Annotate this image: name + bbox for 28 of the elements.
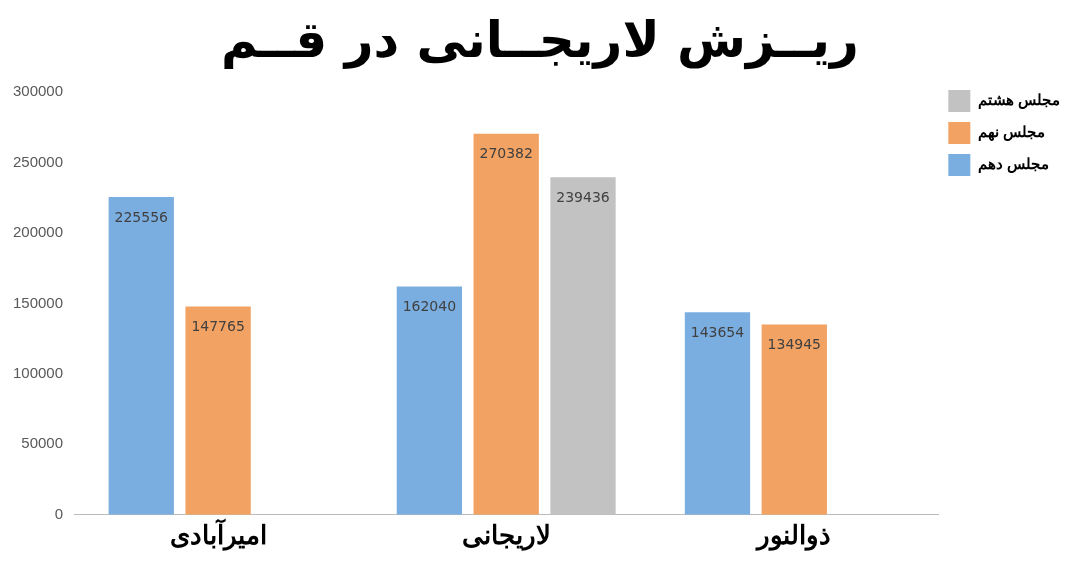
data-label: 225556: [114, 208, 169, 225]
chart-title: ریــزش لاریجــانی در قــم: [220, 10, 860, 72]
data-label: 162040: [402, 298, 457, 315]
bar: [185, 306, 251, 515]
data-label: 270382: [479, 145, 533, 162]
bar: [108, 196, 174, 515]
legend-label: مجلس دهم: [977, 155, 1049, 174]
y-tick-label: 0: [54, 504, 64, 522]
bar: [550, 177, 616, 515]
data-label: 147765: [191, 318, 245, 335]
y-tick-label: 250000: [12, 152, 64, 170]
bar: [396, 286, 463, 515]
data-label: 134945: [767, 336, 822, 353]
y-tick-label: 300000: [12, 82, 64, 100]
x-tick-label: امیرآبادی: [169, 517, 267, 551]
y-tick-label: 100000: [12, 364, 64, 382]
y-tick-label: 150000: [12, 293, 64, 311]
y-tick-label: 200000: [12, 223, 64, 241]
bar: [761, 324, 827, 515]
legend-label: مجلس هشتم: [977, 91, 1060, 110]
x-tick-label: ذوالنور: [755, 519, 832, 551]
data-label: 143654: [690, 323, 745, 340]
legend-label: مجلس نهم: [977, 123, 1045, 142]
x-tick-label: لاریجانی: [461, 519, 551, 551]
data-label: 239436: [556, 189, 610, 205]
bar: [473, 133, 539, 515]
y-tick-label: 50000: [21, 434, 64, 452]
bar: [684, 312, 751, 515]
